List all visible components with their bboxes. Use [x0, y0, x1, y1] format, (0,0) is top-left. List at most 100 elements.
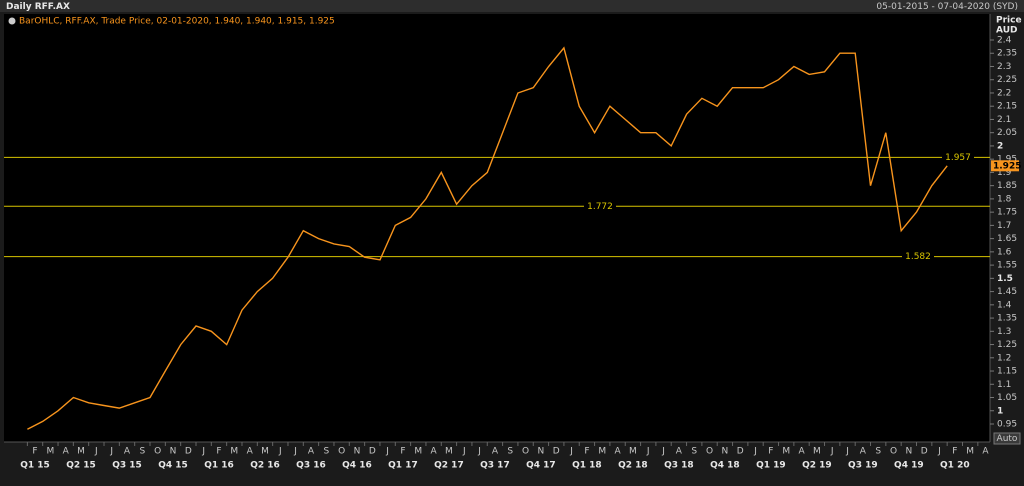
x-tick-label: M [414, 447, 422, 457]
quarter-label: Q2 16 [250, 461, 280, 471]
x-tick-label: N [170, 447, 177, 457]
x-tick-label: N [905, 447, 912, 457]
quarter-label: Q2 15 [66, 461, 96, 471]
last-price-label: 1.925 [993, 161, 1021, 171]
x-tick-label: J [661, 447, 665, 457]
level-label: 1.772 [587, 202, 613, 212]
auto-button-label[interactable]: Auto [997, 434, 1018, 444]
y-tick-label: 0.95 [997, 420, 1017, 430]
quarter-label: Q3 17 [480, 461, 510, 471]
x-tick-label: A [431, 447, 438, 457]
y-tick-label: 1.25 [997, 340, 1017, 350]
x-tick-label: S [875, 447, 881, 457]
y-tick-label: 1.7 [997, 221, 1011, 231]
x-tick-label: D [185, 447, 192, 457]
quarter-label: Q4 16 [342, 461, 372, 471]
x-tick-label: A [860, 447, 867, 457]
y-tick-label: 1.35 [997, 314, 1017, 324]
quarter-label: Q2 18 [618, 461, 648, 471]
x-tick-label: O [154, 447, 161, 457]
quarter-label: Q2 17 [434, 461, 464, 471]
x-tick-label: A [492, 447, 499, 457]
last-price-tag [991, 160, 1019, 172]
quarter-label: Q3 19 [848, 461, 878, 471]
date-range: 05-01-2015 - 07-04-2020 (SYD) [876, 2, 1018, 12]
x-tick-label: D [369, 447, 376, 457]
level-label-bg [584, 201, 616, 212]
quarter-label: Q1 18 [572, 461, 602, 471]
x-tick-label: J [462, 447, 466, 457]
x-tick-label: J [94, 447, 98, 457]
y-tick-label: 2.2 [997, 88, 1011, 98]
y-tick-label: 1.85 [997, 181, 1017, 191]
x-tick-label: A [247, 447, 254, 457]
x-tick-label: D [921, 447, 928, 457]
x-tick-label: S [323, 447, 329, 457]
y-tick-label: 1.8 [997, 194, 1012, 204]
y-tick-label: 1.4 [997, 300, 1012, 310]
legend-icon[interactable] [8, 17, 16, 25]
x-tick-label: J [201, 447, 205, 457]
x-tick-label: J [937, 447, 941, 457]
y-tick-label: 2.15 [997, 102, 1017, 112]
x-tick-label: M [598, 447, 606, 457]
y-axis-label: AUD [996, 26, 1017, 36]
level-label: 1.957 [945, 153, 971, 163]
quarter-label: Q2 19 [802, 461, 832, 471]
x-tick-label: F [768, 447, 773, 457]
x-tick-label: A [676, 447, 683, 457]
x-tick-label: O [706, 447, 713, 457]
x-tick-label: O [522, 447, 529, 457]
x-tick-label: M [629, 447, 637, 457]
quarter-label: Q3 18 [664, 461, 694, 471]
y-tick-label: 2.35 [997, 49, 1017, 59]
x-tick-label: A [308, 447, 315, 457]
y-tick-label: 1.95 [997, 155, 1017, 165]
quarter-label: Q1 15 [20, 461, 50, 471]
y-tick-label: 1.3 [997, 327, 1011, 337]
x-tick-label: S [691, 447, 697, 457]
quarter-label: Q1 16 [204, 461, 234, 471]
y-tick-label: 2 [997, 141, 1003, 151]
quarter-label: Q4 19 [894, 461, 924, 471]
x-tick-label: N [354, 447, 361, 457]
x-tick-label: N [538, 447, 545, 457]
y-tick-label: 1.05 [997, 393, 1017, 403]
y-tick-label: 1.1 [997, 380, 1011, 390]
x-tick-label: D [737, 447, 744, 457]
quarter-label: Q4 17 [526, 461, 556, 471]
x-tick-label: S [507, 447, 513, 457]
y-tick-label: 1.75 [997, 208, 1017, 218]
x-tick-label: M [77, 447, 85, 457]
x-tick-label: J [293, 447, 297, 457]
level-label-bg [942, 152, 974, 163]
x-tick-label: A [63, 447, 70, 457]
x-tick-label: D [553, 447, 560, 457]
quarter-label: Q1 17 [388, 461, 418, 471]
x-tick-label: J [385, 447, 389, 457]
legend-text: BarOHLC, RFF.AX, Trade Price, 02-01-2020… [19, 17, 335, 27]
y-tick-label: 1.2 [997, 353, 1011, 363]
y-axis-label: Price [996, 16, 1022, 26]
x-tick-label: J [109, 447, 113, 457]
x-tick-label: N [722, 447, 729, 457]
y-tick-label: 1.5 [997, 274, 1013, 284]
x-tick-label: F [32, 447, 37, 457]
x-tick-label: A [124, 447, 131, 457]
x-tick-label: F [216, 447, 221, 457]
title-bar [0, 0, 1024, 12]
level-label: 1.582 [905, 252, 931, 262]
auto-button[interactable] [993, 432, 1021, 445]
x-tick-label: F [584, 447, 589, 457]
y-tick-label: 1.65 [997, 234, 1017, 244]
x-tick-label: A [798, 447, 805, 457]
level-label-bg [902, 251, 934, 262]
y-tick-label: 1 [997, 406, 1003, 416]
y-tick-label: 2.25 [997, 75, 1017, 85]
x-tick-label: A [614, 447, 621, 457]
x-tick-label: M [813, 447, 821, 457]
x-tick-label: M [230, 447, 238, 457]
quarter-label: Q1 19 [756, 461, 786, 471]
x-tick-label: F [400, 447, 405, 457]
